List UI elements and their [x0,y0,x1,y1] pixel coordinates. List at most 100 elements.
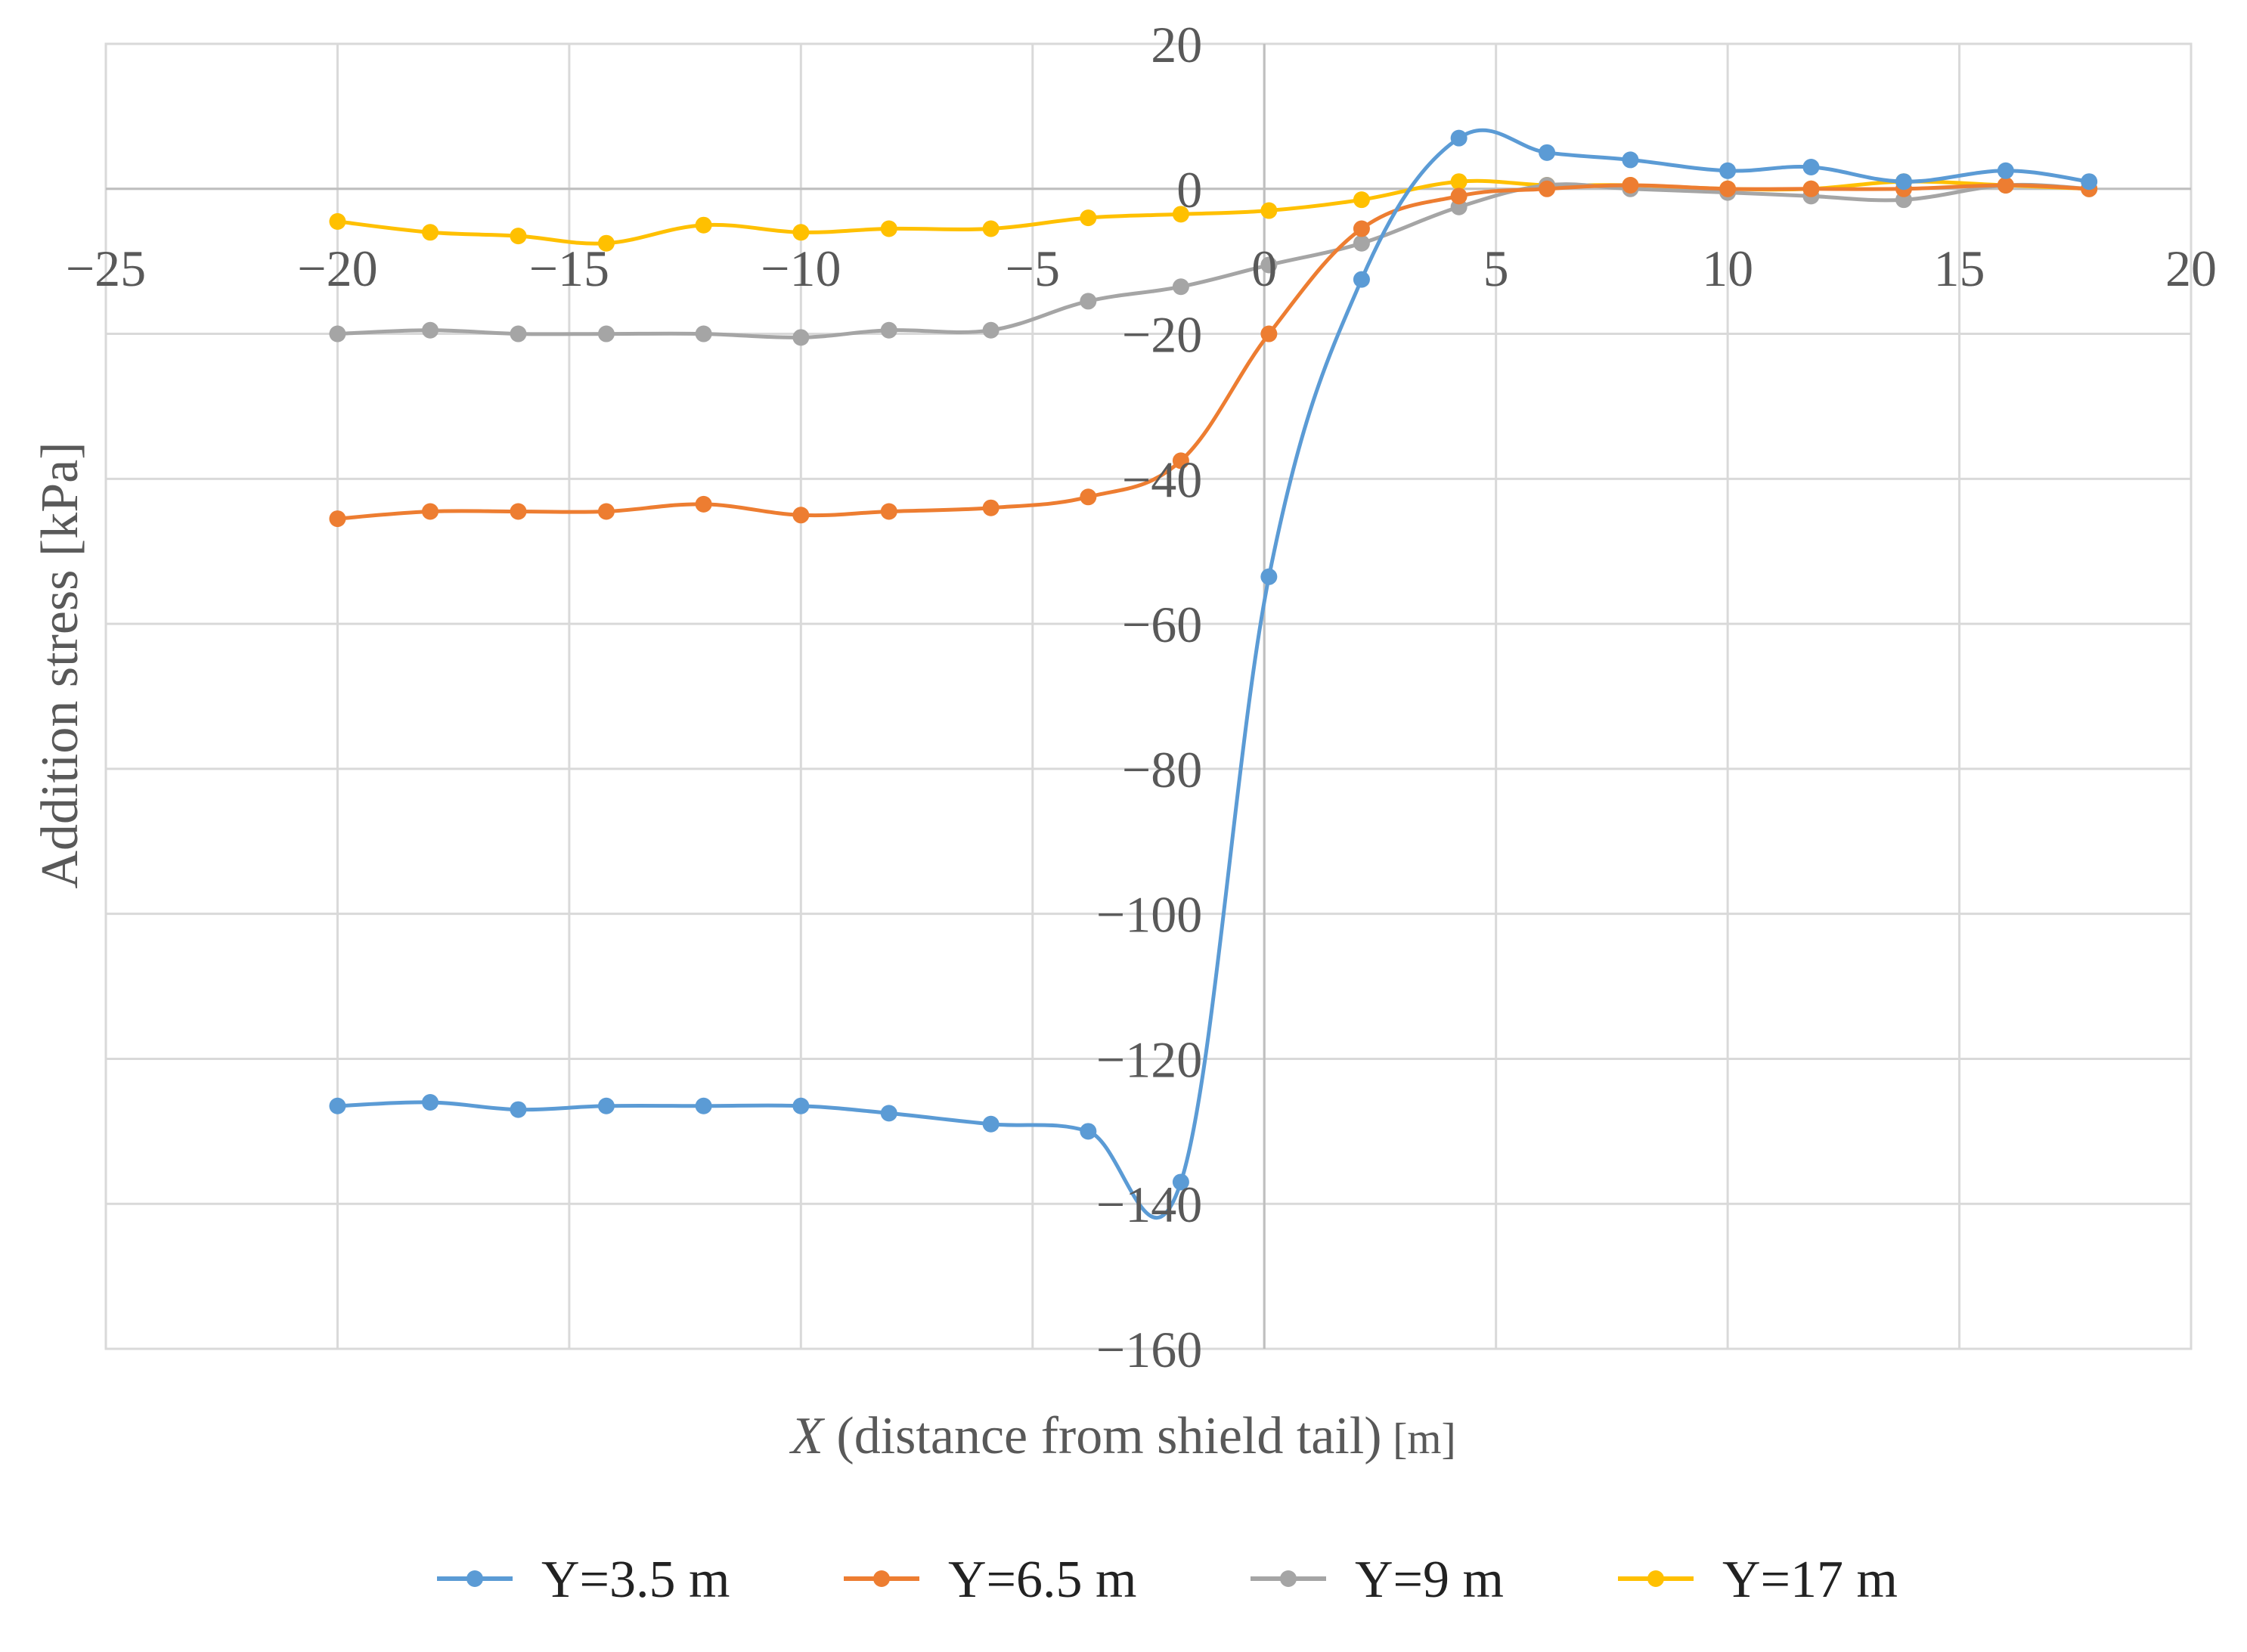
x-axis-title-unit: [m] [1382,1414,1456,1463]
y-axis-title: Addition stress [kPa] [31,442,89,888]
y-tick-label: 20 [1151,16,1202,73]
legend-swatch-marker [1647,1570,1664,1587]
data-point-y-3-5-m [1622,151,1639,169]
x-tick-label: 10 [1702,240,1753,297]
legend-label: Y=9 m [1355,1551,1504,1609]
data-point-y-17-m [1080,209,1097,227]
data-point-y-17-m [880,220,897,237]
data-point-y-17-m [597,234,615,252]
y-tick-label: −20 [1122,306,1202,364]
data-point-y-3-5-m [1895,173,1913,191]
data-point-y-6-5-m [510,503,527,520]
data-point-y-3-5-m [792,1097,810,1114]
data-point-y-9-m [1172,278,1189,296]
data-point-y-3-5-m [329,1097,346,1114]
x-axis-title-text: (distance from shield tail) [823,1407,1382,1465]
legend-item-y-3-5-m: Y=3.5 m [437,1551,730,1609]
data-point-y-17-m [422,224,439,241]
data-point-y-3-5-m [1172,1173,1189,1191]
data-point-y-3-5-m [597,1097,615,1114]
data-point-y-9-m [695,325,712,342]
x-tick-label: −15 [529,240,609,297]
data-point-y-17-m [1172,206,1189,223]
data-point-y-6-5-m [1260,325,1278,342]
data-point-y-17-m [792,224,810,241]
x-tick-label: 20 [2165,240,2217,297]
data-point-y-17-m [329,212,346,230]
data-point-y-17-m [982,220,1000,237]
data-point-y-3-5-m [695,1097,712,1114]
x-tick-label: 5 [1483,240,1509,297]
data-point-y-3-5-m [880,1105,897,1122]
x-tick-label: 0 [1251,240,1277,297]
data-point-y-9-m [1080,293,1097,310]
data-point-y-3-5-m [510,1101,527,1118]
x-tick-label: −5 [1006,240,1060,297]
data-point-y-6-5-m [1719,180,1737,197]
legend-item-y-6-5-m: Y=6.5 m [844,1551,1136,1609]
data-point-y-6-5-m [329,510,346,528]
series-lines [329,128,2098,1220]
y-tick-label: −40 [1122,451,1202,508]
legend-label: Y=3.5 m [541,1551,730,1609]
legend-swatch-marker [466,1570,483,1587]
data-point-y-9-m [792,329,810,346]
data-point-y-3-5-m [1997,162,2014,179]
legend: Y=3.5 m Y=6.5 m Y=9 m Y=17 m [437,1551,1898,1609]
data-point-y-9-m [1353,234,1370,252]
legend-item-y-17-m: Y=17 m [1618,1551,1898,1609]
y-tick-label: −60 [1122,596,1202,653]
x-tick-label: −10 [761,240,841,297]
data-point-y-6-5-m [1539,180,1556,197]
data-point-y-6-5-m [422,503,439,520]
data-point-y-6-5-m [1450,188,1468,205]
data-point-y-9-m [880,321,897,339]
data-point-y-3-5-m [1539,144,1556,161]
data-point-y-9-m [1260,256,1278,274]
y-tick-label: −120 [1096,1031,1202,1088]
data-point-y-6-5-m [597,503,615,520]
data-point-y-6-5-m [982,499,1000,516]
series-line-y-3-5-m [335,128,2091,1220]
tick-labels: −25 −20 −15 −10 −5 0 5 10 15 20 20 0 −20 −40 −60 −80 −10… [66,16,2217,1378]
data-point-y-6-5-m [1622,176,1639,194]
data-point-y-6-5-m [1997,176,2014,194]
data-point-y-9-m [510,325,527,342]
legend-label: Y=17 m [1722,1551,1898,1609]
data-point-y-3-5-m [1802,159,1820,176]
data-point-y-17-m [1450,173,1468,191]
x-tick-label: 15 [1934,240,1985,297]
data-point-y-17-m [1353,191,1370,209]
data-point-y-9-m [329,325,346,342]
legend-swatch-marker [873,1570,890,1587]
x-tick-label: −25 [66,240,146,297]
x-tick-label: −20 [297,240,377,297]
data-point-y-3-5-m [422,1093,439,1111]
legend-label: Y=6.5 m [948,1551,1136,1609]
data-point-y-6-5-m [1172,452,1189,470]
data-point-y-3-5-m [1260,568,1278,585]
data-point-y-3-5-m [1353,271,1370,288]
y-tick-label: −160 [1096,1321,1202,1378]
y-tick-label: 0 [1176,161,1202,219]
x-axis-title-variable: X [789,1407,826,1465]
y-tick-label: −80 [1122,741,1202,798]
data-point-y-6-5-m [1353,220,1370,237]
data-point-y-17-m [695,216,712,234]
data-point-y-3-5-m [1080,1123,1097,1140]
series-line-y-6-5-m [335,183,2091,521]
data-point-y-3-5-m [982,1115,1000,1133]
legend-swatch-marker [1280,1570,1297,1587]
data-point-y-3-5-m [1719,162,1737,179]
data-point-y-9-m [422,321,439,339]
data-point-y-9-m [597,325,615,342]
data-point-y-17-m [1260,202,1278,219]
data-point-y-6-5-m [880,503,897,520]
legend-item-y-9-m: Y=9 m [1251,1551,1504,1609]
data-point-y-6-5-m [1802,180,1820,197]
data-point-y-3-5-m [2081,173,2098,191]
data-point-y-17-m [510,228,527,245]
x-axis-title: X (distance from shield tail) [m] [789,1407,1456,1465]
